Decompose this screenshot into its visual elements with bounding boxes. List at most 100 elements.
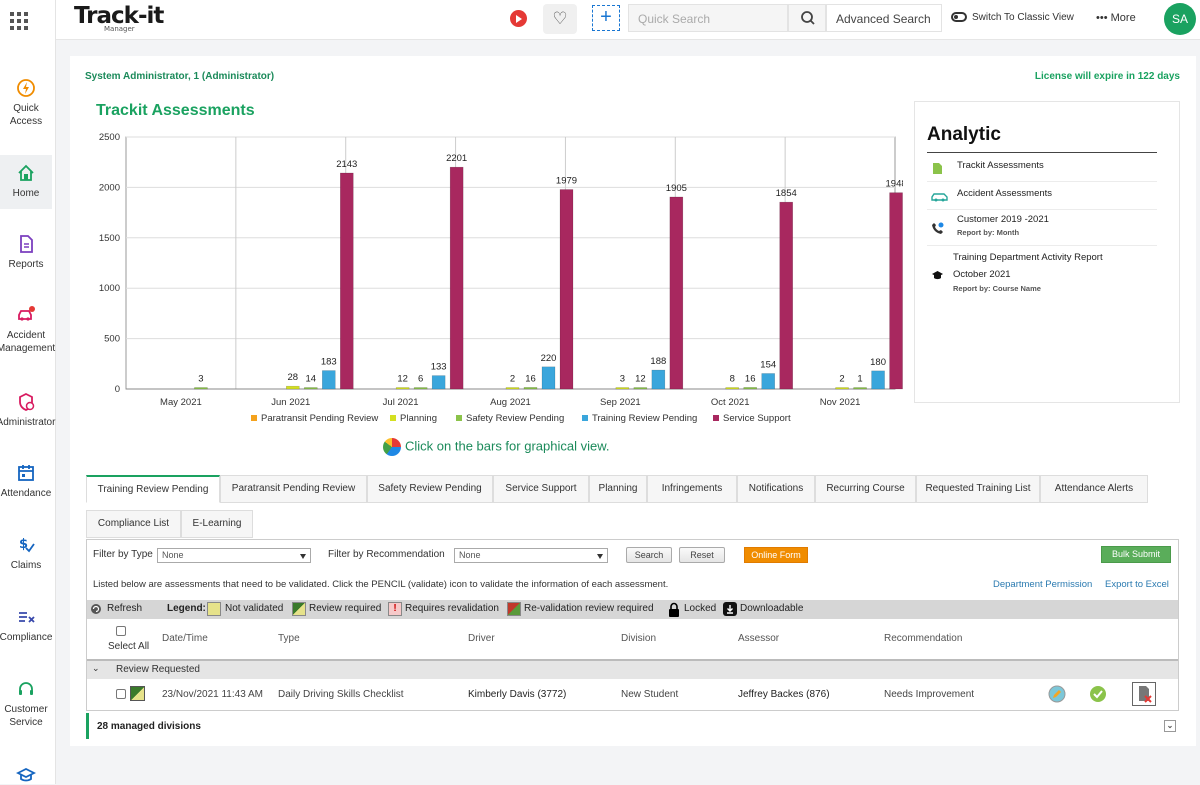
search-button[interactable] (788, 4, 826, 32)
column-driver[interactable]: Driver (468, 633, 495, 644)
record-icon[interactable] (510, 10, 527, 27)
bar[interactable] (615, 387, 630, 390)
toggle-icon[interactable] (951, 12, 967, 22)
sidebar-item-attendance[interactable]: Attendance (0, 463, 52, 503)
tab-notifications[interactable]: Notifications (737, 475, 815, 503)
filter-type-select[interactable]: None (157, 548, 311, 563)
collapse-chevron-icon[interactable]: ⌄ (92, 663, 100, 673)
bar[interactable] (633, 387, 648, 390)
avatar[interactable]: SA (1164, 3, 1196, 35)
column-date-time[interactable]: Date/Time (162, 633, 208, 644)
tab-compliance-list[interactable]: Compliance List (86, 510, 181, 538)
bar[interactable] (541, 366, 556, 390)
review-required-status-icon[interactable] (130, 686, 145, 701)
export-to-excel-link[interactable]: Export to Excel (1105, 579, 1169, 590)
bar[interactable] (889, 192, 903, 390)
sidebar-item-claims[interactable]: $ Claims (0, 535, 52, 575)
bar[interactable] (304, 387, 318, 390)
tab-safety-review-pending[interactable]: Safety Review Pending (367, 475, 493, 503)
search-button[interactable]: Search (626, 547, 672, 563)
expand-chevron-icon[interactable]: ⌄ (1164, 720, 1176, 732)
bar[interactable] (871, 370, 885, 390)
select-all-checkbox[interactable] (116, 626, 126, 636)
document-icon (20, 235, 33, 253)
bar[interactable] (725, 387, 739, 390)
bar[interactable] (669, 196, 684, 390)
column-division[interactable]: Division (621, 633, 657, 644)
trackit-logo[interactable]: Track-it Manager (74, 3, 164, 33)
bar[interactable] (340, 172, 354, 390)
bar[interactable] (559, 189, 574, 390)
filter-recommendation-label: Filter by Recommendation (328, 549, 445, 560)
dollar-check-icon: $ (19, 537, 35, 553)
tab-planning[interactable]: Planning (589, 475, 647, 503)
bar[interactable] (761, 373, 775, 390)
row-checkbox[interactable] (116, 689, 126, 699)
bar[interactable] (431, 375, 446, 390)
filter-recommendation-select[interactable]: None (454, 548, 608, 563)
legend-entry: Training Review Pending (592, 413, 697, 424)
tab-infringements[interactable]: Infringements (647, 475, 737, 503)
analytic-item-customer[interactable]: Customer 2019 -2021 Report by: Month (927, 214, 1157, 246)
sidebar-item-compliance[interactable]: Compliance (0, 607, 52, 647)
tab-recurring-course[interactable]: Recurring Course (815, 475, 916, 503)
bar[interactable] (651, 369, 666, 390)
y-tick-label: 1000 (99, 283, 120, 294)
analytic-item-trackit[interactable]: Trackit Assessments (927, 160, 1157, 182)
group-review-requested[interactable]: ⌄ Review Requested (87, 661, 1178, 679)
column-recommendation[interactable]: Recommendation (884, 633, 963, 644)
bar[interactable] (395, 387, 410, 390)
bar[interactable] (779, 201, 793, 390)
sidebar-item-administrator[interactable]: Administrator (0, 392, 55, 432)
favorites-heart-icon[interactable]: ♡ (543, 4, 577, 34)
more-menu-button[interactable]: ••• More (1096, 12, 1136, 24)
tab-training-review-pending[interactable]: Training Review Pending (86, 475, 220, 503)
apps-grid-icon[interactable] (10, 12, 28, 30)
analytic-item-training[interactable]: Training Department Activity Report Octo… (927, 252, 1157, 298)
approve-check-icon[interactable] (1089, 685, 1107, 703)
analytic-item-accident[interactable]: Accident Assessments (927, 188, 1157, 210)
tab-paratransit-pending-review[interactable]: Paratransit Pending Review (220, 475, 367, 503)
bar[interactable] (322, 370, 336, 390)
sidebar-item-accident-management[interactable]: Accident Management (0, 305, 55, 361)
sidebar-item-reports[interactable]: Reports (0, 234, 52, 274)
sidebar-item-customer-service[interactable]: Customer Service (0, 679, 52, 735)
sidebar-item-training[interactable] (0, 765, 52, 784)
refresh-link[interactable]: Refresh (107, 603, 143, 614)
chart-hint[interactable]: Click on the bars for graphical view. (383, 438, 609, 456)
advanced-search-button[interactable]: Advanced Search (826, 4, 942, 32)
table-row[interactable]: 23/Nov/2021 11:43 AM Daily Driving Skill… (87, 679, 1178, 710)
switch-classic-view-link[interactable]: Switch To Classic View (972, 12, 1074, 23)
column-assessor[interactable]: Assessor (738, 633, 780, 644)
tab-requested-training-list[interactable]: Requested Training List (916, 475, 1040, 503)
graduation-cap-icon (932, 271, 943, 280)
tab-e-learning[interactable]: E-Learning (181, 510, 253, 538)
refresh-icon[interactable] (90, 603, 102, 615)
bar[interactable] (743, 387, 757, 390)
table-header: Select All Date/Time Type Driver Divisio… (87, 619, 1178, 661)
bulk-submit-button[interactable]: Bulk Submit (1101, 546, 1171, 563)
department-permission-link[interactable]: Department Permission (993, 579, 1093, 590)
bar[interactable] (835, 387, 849, 390)
bar[interactable] (449, 166, 464, 390)
bar[interactable] (286, 385, 300, 390)
sidebar-item-home[interactable]: Home (0, 155, 52, 209)
tab-attendance-alerts[interactable]: Attendance Alerts (1040, 475, 1148, 503)
tab-service-support[interactable]: Service Support (493, 475, 589, 503)
sidebar-item-label: Home (12, 188, 40, 199)
quick-search-input[interactable]: Quick Search (628, 4, 788, 32)
bar[interactable] (413, 387, 428, 390)
bar[interactable] (194, 387, 208, 390)
bar[interactable] (505, 387, 520, 390)
sidebar-item-quick-access[interactable]: Quick Access (0, 78, 52, 132)
add-button[interactable]: + (592, 5, 620, 31)
pie-chart-icon (383, 438, 401, 456)
reset-button[interactable]: Reset (679, 547, 725, 563)
pencil-validate-icon[interactable] (1048, 685, 1066, 703)
column-type[interactable]: Type (278, 633, 300, 644)
bar[interactable] (523, 387, 538, 390)
delete-button[interactable] (1132, 682, 1156, 706)
bar[interactable] (853, 387, 867, 390)
online-form-button[interactable]: Online Form (744, 547, 808, 563)
